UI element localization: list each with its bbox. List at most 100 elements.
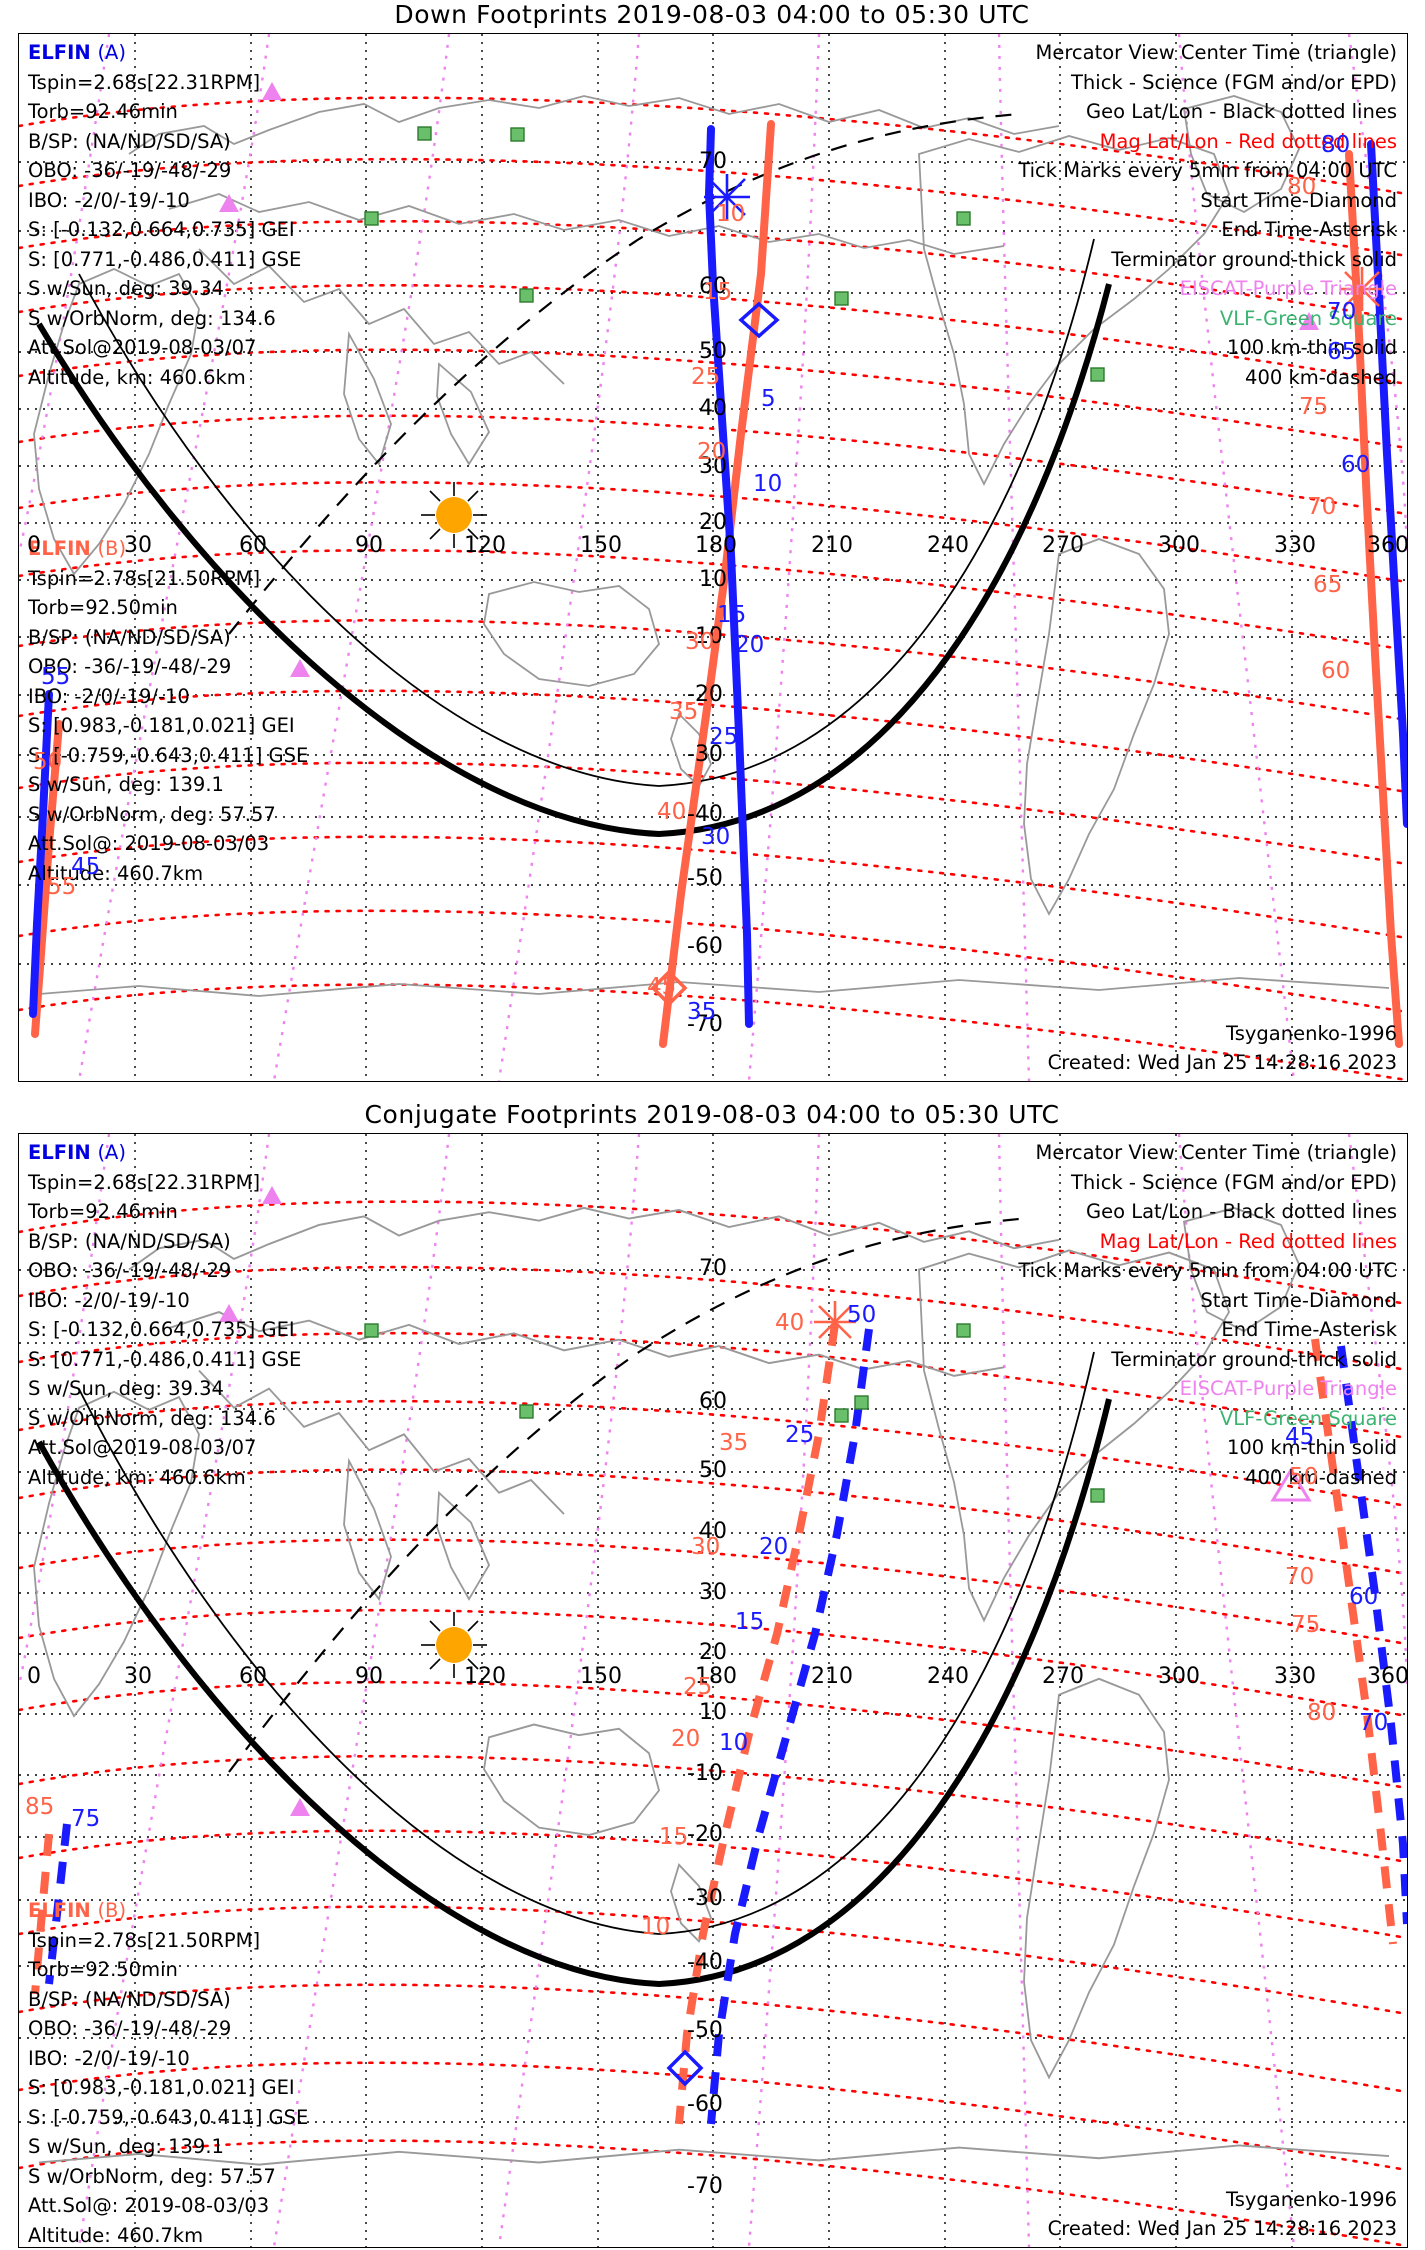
tick-a-30: 30 bbox=[701, 824, 731, 850]
xtick-150: 150 bbox=[580, 1664, 622, 1689]
track-elfin-b-down bbox=[659, 120, 775, 1048]
info-line: Tspin=2.78s[21.50RPM] bbox=[28, 1928, 261, 1952]
info-line: OBO: -36/-19/-48/-29 bbox=[28, 159, 232, 182]
terminator-100km-conj bbox=[78, 1351, 1095, 1935]
tick-b-40: 40 bbox=[775, 1310, 805, 1336]
eiscat-center-triangle-conj bbox=[1270, 1467, 1312, 1502]
track-elfin-a-down-left bbox=[29, 690, 53, 1018]
ytick-m30: -30 bbox=[687, 1886, 723, 1911]
subsolar-point-icon bbox=[436, 497, 472, 533]
end-asterisk-elfin-b-conj bbox=[814, 1301, 856, 1343]
tick-b-80: 80 bbox=[1287, 174, 1317, 200]
info-line: B/SP: (NA/ND/SD/SA) bbox=[28, 129, 231, 153]
ytick-m60: -60 bbox=[687, 934, 723, 959]
legend-item: Start Time-Diamond bbox=[1200, 1288, 1397, 1312]
info-line: S: [0.983,-0.181,0.021] GEI bbox=[28, 714, 295, 737]
map-canvas-down: ELFIN (A) Tspin=2.68s[22.31RPM] Torb=92.… bbox=[19, 34, 1407, 1081]
terminator-ground-conj bbox=[36, 1398, 1112, 1988]
tick-a-10: 10 bbox=[753, 471, 783, 497]
info-line: S: [0.771,-0.486,0.411] GSE bbox=[28, 1347, 302, 1371]
sat-tag-b-conj: (B) bbox=[97, 1899, 127, 1922]
tick-b-80: 80 bbox=[1307, 1700, 1337, 1726]
tick-b-50: 50 bbox=[1289, 1464, 1319, 1490]
info-line: S w/OrbNorm, deg: 57.57 bbox=[28, 802, 276, 826]
track-elfin-b-down-right bbox=[1345, 150, 1403, 1048]
tick-a-15: 15 bbox=[735, 1609, 765, 1635]
info-line: S: [0.983,-0.181,0.021] GEI bbox=[28, 2076, 295, 2099]
tick-b-35: 35 bbox=[669, 699, 699, 725]
info-block-elfin-a-down: ELFIN (A) Tspin=2.68s[22.31RPM] Torb=92.… bbox=[28, 38, 301, 392]
sat-tag-a-conj: (A) bbox=[97, 1141, 127, 1164]
xtick-120: 120 bbox=[464, 533, 506, 558]
ytick-30: 30 bbox=[699, 454, 727, 479]
legend-item: Geo Lat/Lon - Black dotted lines bbox=[1086, 100, 1397, 123]
sat-name-a-down: ELFIN bbox=[28, 41, 91, 64]
track-elfin-a-conj-left bbox=[45, 1823, 71, 1985]
ytick-m30: -30 bbox=[687, 742, 723, 767]
ytick-40: 40 bbox=[699, 396, 727, 421]
xtick-330: 330 bbox=[1274, 533, 1316, 558]
ytick-60: 60 bbox=[699, 1389, 727, 1414]
tick-b-30: 30 bbox=[691, 1534, 721, 1560]
info-line: B/SP: (NA/ND/SD/SA) bbox=[28, 1229, 231, 1253]
xtick-210: 210 bbox=[811, 533, 853, 558]
legend-item: VLF-Green Square bbox=[1219, 306, 1397, 330]
map-canvas-conjugate: ELFIN (A) Tspin=2.68s[22.31RPM] Torb=92.… bbox=[19, 1134, 1407, 2247]
info-line: Altitude, km: 460.6km bbox=[28, 365, 246, 389]
xtick-270: 270 bbox=[1042, 533, 1084, 558]
track-elfin-a-conj bbox=[707, 1328, 873, 2125]
tick-a-50: 50 bbox=[847, 1302, 877, 1328]
info-line: S w/Sun, deg: 39.34 bbox=[28, 1377, 224, 1400]
track-elfin-b-conj-left bbox=[31, 1833, 53, 1995]
terminator-400km-conj bbox=[228, 1217, 1020, 1773]
end-asterisk-elfin-b-down bbox=[1340, 267, 1384, 311]
xtick-180: 180 bbox=[695, 533, 737, 558]
info-line: Torb=92.50min bbox=[28, 1958, 178, 1981]
start-diamond-elfin-b-down bbox=[650, 969, 688, 1007]
sat-label-b-conj: ELFIN (B) bbox=[28, 1896, 308, 1926]
sat-label-a-conj: ELFIN (A) bbox=[28, 1138, 301, 1168]
info-block-elfin-b-conj: ELFIN (B) Tspin=2.78s[21.50RPM] Torb=92.… bbox=[28, 1896, 308, 2247]
legend-item: 400 km-dashed bbox=[1245, 1465, 1397, 1489]
tick-b-25: 25 bbox=[683, 1674, 713, 1700]
tick-a-65: 65 bbox=[1327, 339, 1357, 365]
ytick-40: 40 bbox=[699, 1519, 727, 1544]
vlf-markers-down bbox=[364, 126, 1105, 382]
tick-a-70: 70 bbox=[1327, 299, 1357, 325]
tick-a-20: 20 bbox=[735, 632, 765, 658]
info-line: B/SP: (NA/ND/SD/SA) bbox=[28, 625, 231, 649]
info-line: IBO: -2/0/-19/-10 bbox=[28, 1288, 190, 1312]
ytick-20: 20 bbox=[699, 510, 727, 535]
tick-a-25: 25 bbox=[785, 1422, 815, 1448]
tick-a-25: 25 bbox=[709, 724, 739, 750]
tick-a-60: 60 bbox=[1341, 452, 1371, 478]
info-line: Att.Sol@: 2019-08-03/03 bbox=[28, 832, 270, 855]
xtick-240: 240 bbox=[927, 1664, 969, 1689]
legend-block-down: Mercator View Center Time (triangle) Thi… bbox=[1018, 38, 1397, 392]
info-line: Torb=92.46min bbox=[28, 1200, 178, 1223]
xtick-360: 360 bbox=[1367, 1664, 1407, 1689]
info-line: Altitude: 460.7km bbox=[28, 2223, 204, 2247]
tick-b-75: 75 bbox=[1291, 1612, 1321, 1638]
legend-item: Thick - Science (FGM and/or EPD) bbox=[1071, 1170, 1397, 1194]
info-line: B/SP: (NA/ND/SD/SA) bbox=[28, 1987, 231, 2011]
ytick-m20: -20 bbox=[687, 682, 723, 707]
subsolar-point-icon bbox=[436, 1627, 472, 1663]
sat-name-b-down: ELFIN bbox=[28, 537, 91, 560]
info-line: Att.Sol@2019-08-03/07 bbox=[28, 1436, 257, 1459]
terminator-400km-down bbox=[228, 112, 1020, 635]
xtick-210: 210 bbox=[811, 1664, 853, 1689]
info-line: S w/OrbNorm, deg: 134.6 bbox=[28, 306, 276, 330]
legend-item: Terminator ground-thick solid bbox=[1111, 1347, 1397, 1371]
ytick-10: 10 bbox=[699, 1700, 727, 1725]
ytick-m40: -40 bbox=[687, 802, 723, 827]
xtick-360: 360 bbox=[1367, 533, 1407, 558]
tick-b-15: 15 bbox=[703, 279, 733, 305]
xtick-90: 90 bbox=[355, 533, 383, 558]
mag-lat-gridlines-conj bbox=[19, 1200, 1407, 2247]
tick-b-10: 10 bbox=[716, 201, 746, 227]
vlf-markers-conj bbox=[364, 1323, 1105, 1503]
track-elfin-a-conj-right bbox=[1337, 1345, 1407, 1925]
track-elfin-b-conj-right bbox=[1311, 1338, 1397, 1945]
